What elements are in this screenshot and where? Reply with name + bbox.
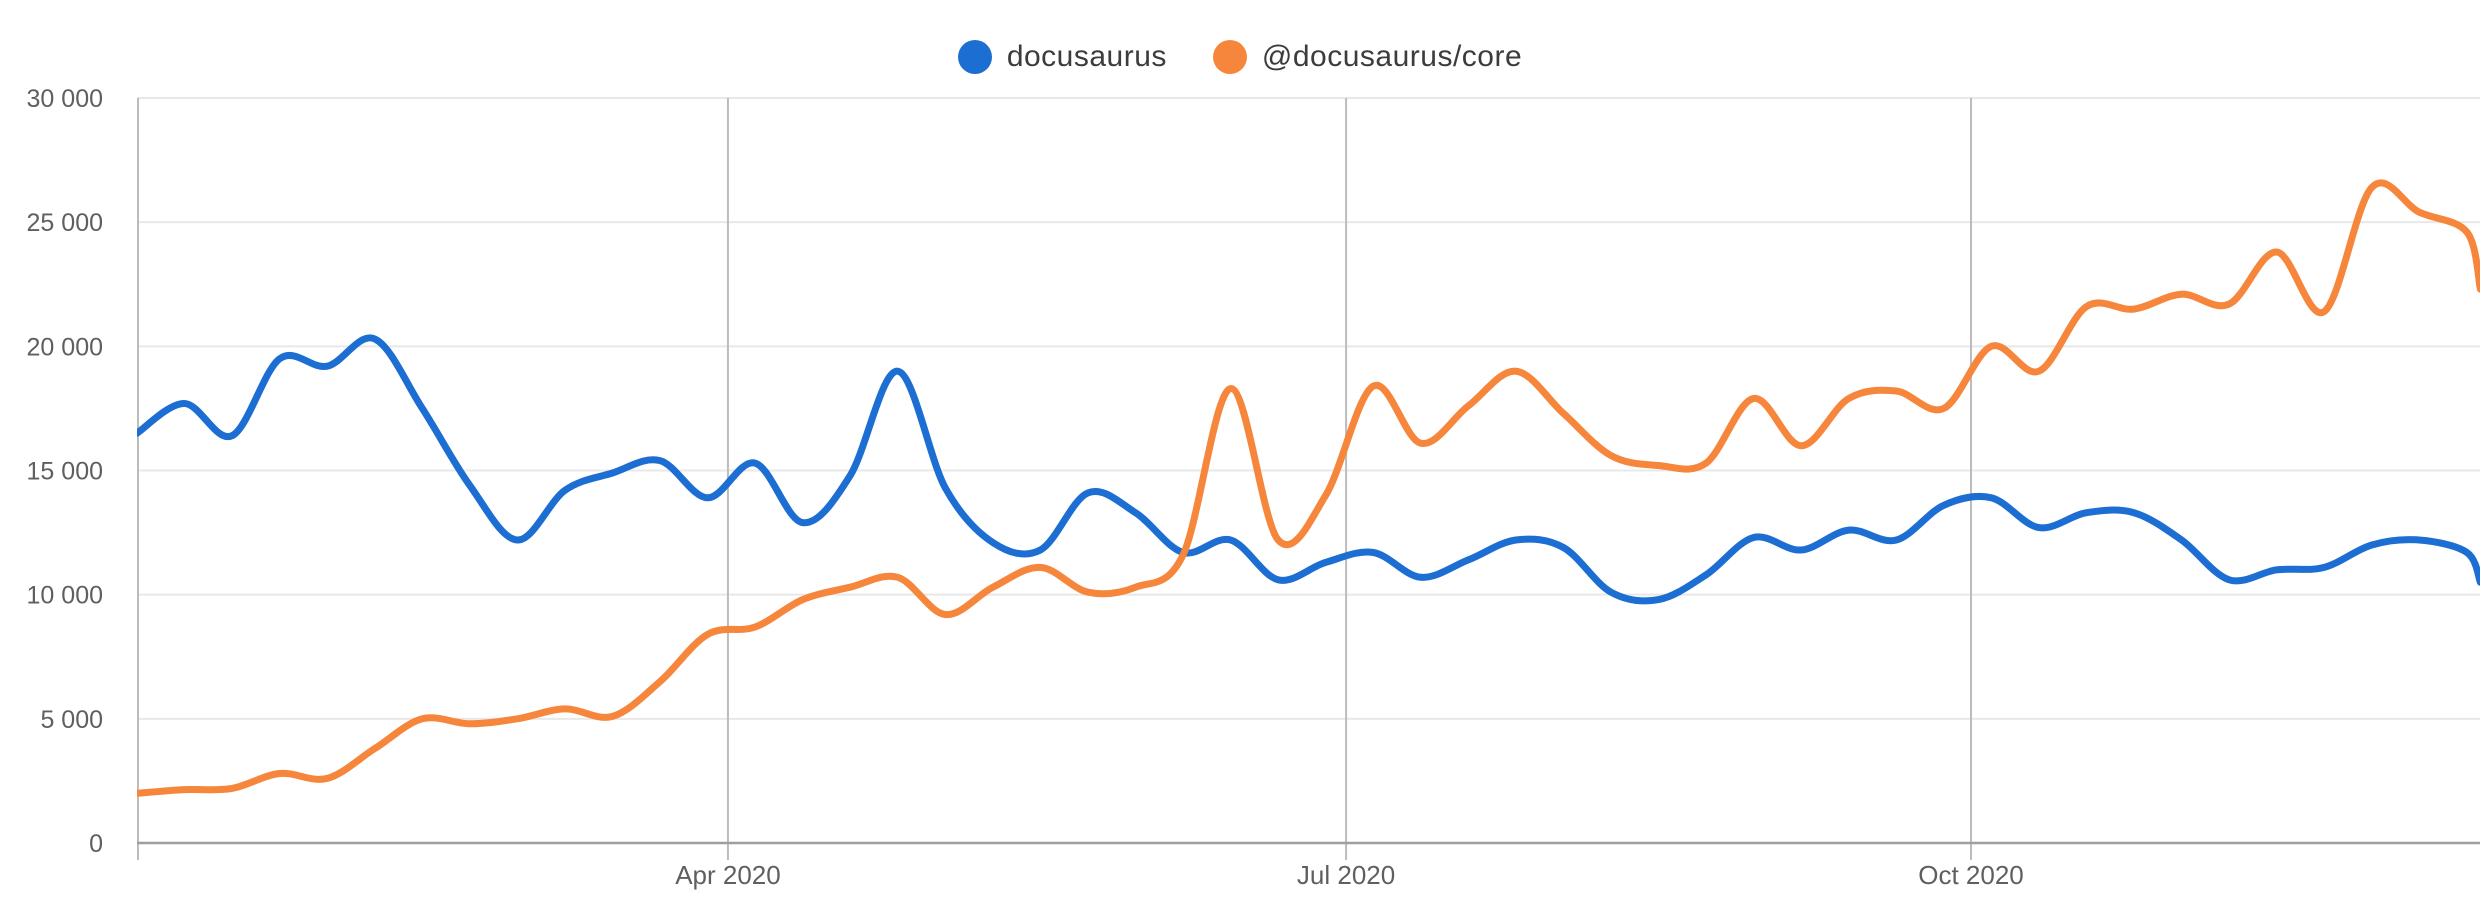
y-tick-label: 5 000 <box>40 706 103 734</box>
y-tick-label: 25 000 <box>27 209 103 237</box>
docusaurus-core-line <box>137 179 2480 797</box>
month-gridlines <box>726 98 1972 860</box>
docusaurus-line <box>137 334 2480 605</box>
x-tick-label: Apr 2020 <box>675 860 781 890</box>
x-axis-labels: Apr 2020 Jul 2020 Oct 2020 <box>675 860 2024 890</box>
x-tick-label: Jul 2020 <box>1297 860 1395 890</box>
y-tick-label: 20 000 <box>27 333 103 361</box>
series-lines <box>137 179 2480 797</box>
y-tick-label: 15 000 <box>27 458 103 486</box>
y-tick-label: 0 <box>89 830 103 858</box>
y-axis-labels: 0 5 000 10 000 15 000 20 000 25 000 30 000 <box>27 85 103 858</box>
y-gridlines <box>137 97 2480 720</box>
y-tick-label: 30 000 <box>27 85 103 113</box>
y-tick-label: 10 000 <box>27 582 103 610</box>
x-tick-label: Oct 2020 <box>1918 860 2024 890</box>
